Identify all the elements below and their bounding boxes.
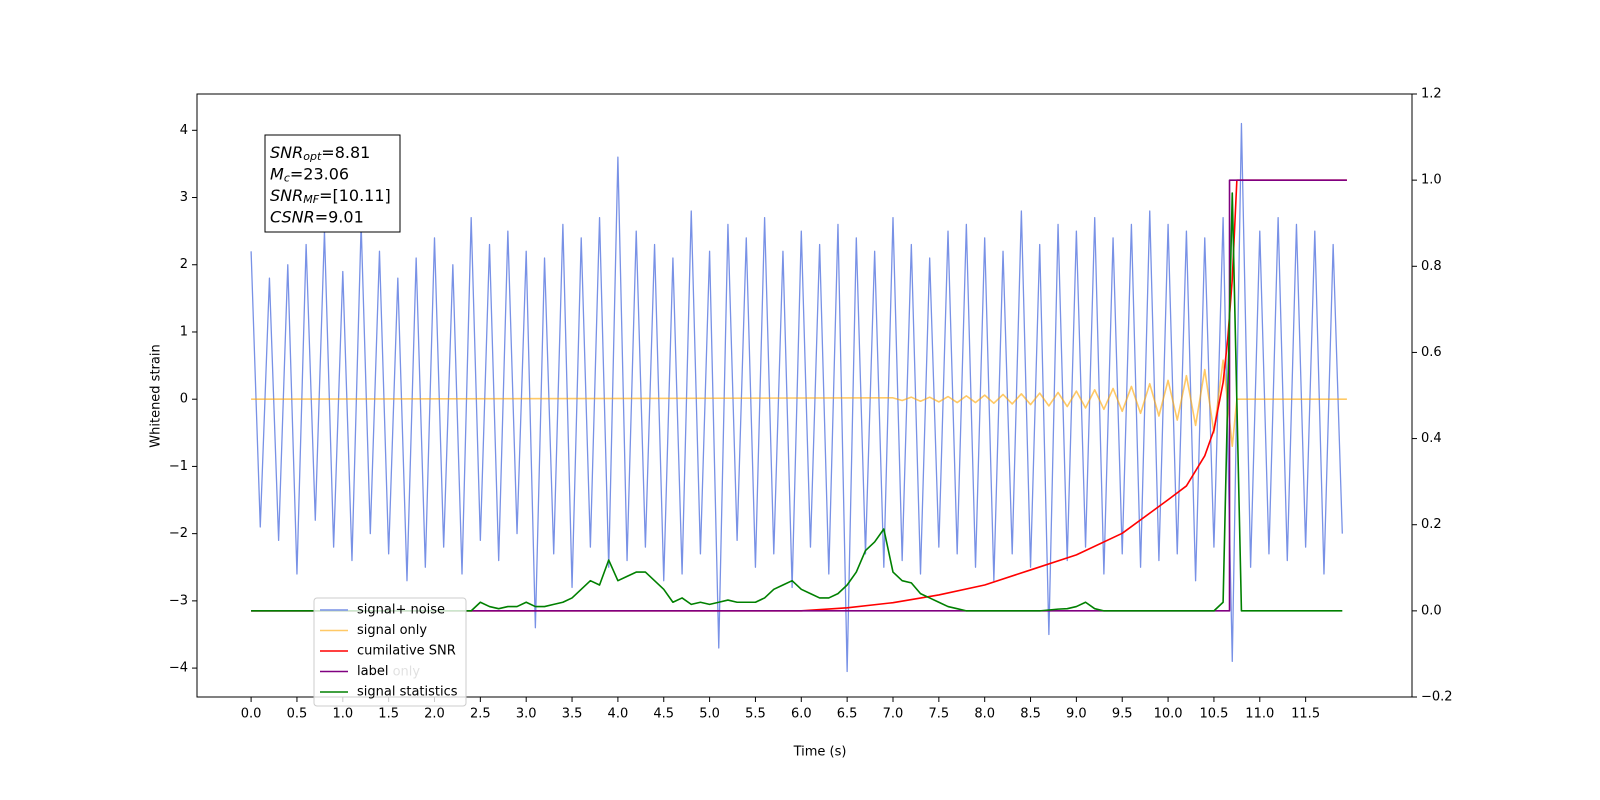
y-tick-label: −4	[169, 661, 188, 676]
y2-tick-label: 0.2	[1421, 517, 1442, 532]
annotation-subscript: c	[284, 172, 290, 185]
annotation-symbol: CSNR	[270, 207, 315, 226]
legend-label: label	[357, 664, 388, 679]
legend-box	[313, 597, 467, 707]
x-tick-label: 7.5	[928, 707, 949, 722]
y-tick-label: −2	[169, 526, 188, 541]
y-axis-label: Whitened strain	[149, 344, 164, 447]
legend-label: signal+ noise	[357, 603, 445, 618]
x-tick-label: 6.5	[837, 707, 858, 722]
annotation-value: =23.06	[290, 164, 349, 183]
y2-tick-label: −0.2	[1421, 690, 1453, 705]
y2-tick-label: 0.8	[1421, 259, 1442, 274]
y-tick-label: 4	[180, 123, 188, 138]
annotation-symbol: SNR	[270, 143, 303, 162]
annotation-subscript: MF	[303, 193, 319, 206]
annotation-subscript: opt	[303, 150, 322, 163]
annotation-value: =[10.11]	[319, 186, 391, 205]
x-tick-label: 8.5	[1020, 707, 1041, 722]
x-tick-label: 2.0	[424, 707, 445, 722]
x-tick-label: 9.5	[1112, 707, 1133, 722]
y-tick-label: −1	[169, 459, 188, 474]
x-axis-label: Time (s)	[793, 745, 847, 760]
x-tick-label: 4.5	[653, 707, 674, 722]
x-tick-label: 10.0	[1154, 707, 1183, 722]
y2-tick-label: 0.0	[1421, 603, 1442, 618]
annotation-symbol: SNR	[270, 186, 303, 205]
legend-label: signal statistics	[357, 685, 458, 700]
x-tick-label: 5.5	[745, 707, 766, 722]
x-tick-label: 1.0	[332, 707, 353, 722]
y2-tick-label: 0.6	[1421, 345, 1442, 360]
y2-tick-label: 1.0	[1421, 173, 1442, 188]
legend-label: signal only	[357, 623, 427, 638]
y-tick-label: −3	[169, 593, 188, 608]
y2-tick-label: 1.2	[1421, 87, 1442, 102]
legend-label: cumilative SNR	[357, 644, 456, 659]
plot-frame	[196, 93, 1413, 698]
x-tick-label: 3.5	[562, 707, 583, 722]
annotation-value: =8.81	[321, 143, 370, 162]
annotation-box	[264, 134, 401, 233]
y-tick-label: 3	[180, 190, 188, 205]
x-tick-label: 2.5	[470, 707, 491, 722]
x-tick-label: 5.0	[699, 707, 720, 722]
x-tick-label: 10.5	[1199, 707, 1228, 722]
annotation: CSNR=9.01	[270, 207, 364, 226]
x-tick-label: 6.0	[791, 707, 812, 722]
y-tick-label: 1	[180, 324, 188, 339]
annotation: Mc=23.06	[270, 164, 349, 185]
annotation: SNRMF=[10.11]	[270, 186, 391, 207]
annotation-value: =9.01	[315, 207, 364, 226]
y2-tick-label: 0.4	[1421, 431, 1442, 446]
annotation-symbol: M	[270, 164, 284, 183]
series-line	[251, 179, 1347, 612]
x-tick-label: 7.0	[883, 707, 904, 722]
x-tick-label: 11.5	[1291, 707, 1320, 722]
x-tick-label: 3.0	[516, 707, 537, 722]
x-tick-label: 4.0	[608, 707, 629, 722]
x-tick-label: 1.5	[378, 707, 399, 722]
series-line	[251, 359, 1347, 448]
annotation: SNRopt=8.81	[270, 143, 370, 164]
x-tick-label: 0.0	[241, 707, 262, 722]
x-tick-label: 0.5	[287, 707, 308, 722]
x-tick-label: 8.0	[974, 707, 995, 722]
x-tick-label: 11.0	[1245, 707, 1274, 722]
y-tick-label: 0	[180, 392, 188, 407]
x-tick-label: 9.0	[1066, 707, 1087, 722]
y-tick-label: 2	[180, 257, 188, 272]
